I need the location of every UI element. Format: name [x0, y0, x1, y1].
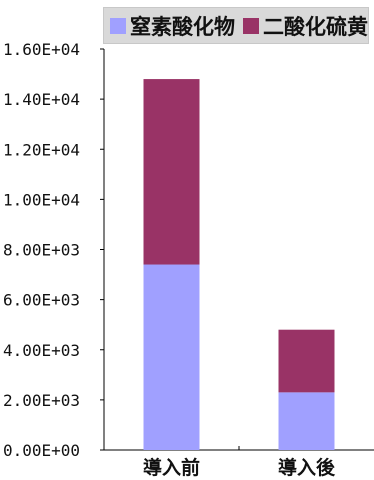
x-tick-label: 導入前 [143, 456, 200, 479]
legend-swatch-nox [110, 17, 126, 34]
y-tick-label: 1.40E+04 [3, 90, 80, 109]
x-axis: 導入前 導入後 [104, 446, 374, 479]
y-tick-label: 1.20E+04 [3, 140, 80, 159]
bar-segment-so2 [143, 79, 200, 265]
bar-segment-so2 [278, 329, 335, 393]
y-tick-label: 1.60E+04 [3, 40, 80, 59]
legend-swatch-so2 [243, 17, 259, 34]
y-tick-label: 6.00E+03 [3, 291, 80, 310]
y-tick-label: 0.00E+00 [3, 441, 80, 460]
bar-segment-nox [278, 392, 335, 450]
legend-label-so2: 二酸化硫黄 [263, 14, 368, 39]
legend-item-so2: 二酸化硫黄 [243, 11, 368, 41]
x-tick-label: 導入後 [278, 456, 336, 479]
legend-item-nox: 窒素酸化物 [110, 11, 235, 41]
y-axis: 0.00E+00 2.00E+03 4.00E+03 6.00E+03 8.00E+03… [3, 40, 105, 460]
legend: 窒素酸化物 二酸化硫黄 [103, 7, 369, 44]
bars [143, 79, 335, 450]
legend-label-nox: 窒素酸化物 [130, 14, 235, 39]
y-tick-label: 1.00E+04 [3, 190, 80, 209]
y-tick-label: 2.00E+03 [3, 391, 80, 410]
y-tick-label: 8.00E+03 [3, 241, 80, 260]
bar-segment-nox [143, 264, 200, 450]
y-tick-label: 4.00E+03 [3, 341, 80, 360]
